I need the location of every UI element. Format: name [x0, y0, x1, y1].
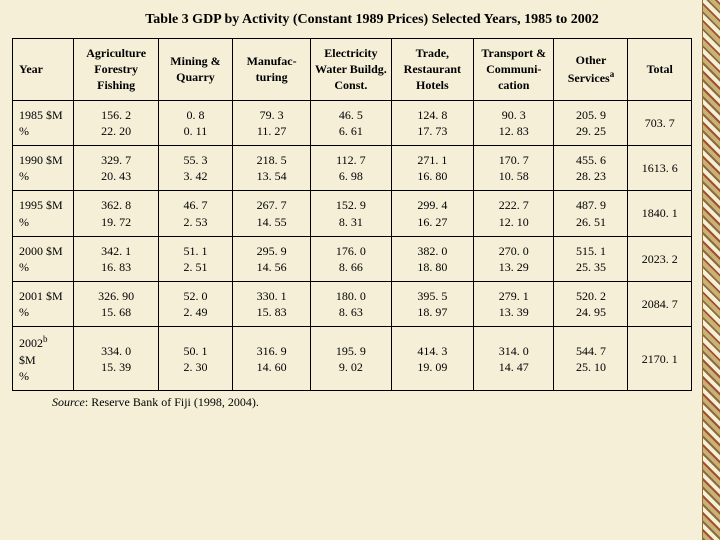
year-cell: 1995 $M% — [13, 191, 74, 236]
year-cell: 2000 $M% — [13, 236, 74, 281]
total-cell: 2084. 7 — [628, 282, 692, 327]
year-cell: 1990 $M% — [13, 145, 74, 190]
agriculture-cell: 334. 015. 39 — [74, 327, 159, 391]
transport-cell: 270. 013. 29 — [474, 236, 554, 281]
table-row: 1995 $M%362. 819. 7246. 72. 53267. 714. … — [13, 191, 692, 236]
table-title: Table 3 GDP by Activity (Constant 1989 P… — [12, 12, 692, 28]
trade-cell: 395. 518. 97 — [391, 282, 473, 327]
agriculture-cell: 326. 9015. 68 — [74, 282, 159, 327]
other-cell: 515. 125. 35 — [554, 236, 628, 281]
header-row: Year Agriculture Forestry Fishing Mining… — [13, 39, 692, 101]
table-row: 2000 $M%342. 116. 8351. 12. 51295. 914. … — [13, 236, 692, 281]
electricity-cell: 152. 98. 31 — [311, 191, 391, 236]
transport-cell: 314. 014. 47 — [474, 327, 554, 391]
manufacturing-cell: 330. 115. 83 — [232, 282, 310, 327]
total-cell: 2170. 1 — [628, 327, 692, 391]
manufacturing-cell: 218. 513. 54 — [232, 145, 310, 190]
col-year: Year — [13, 39, 74, 101]
year-cell: 2001 $M% — [13, 282, 74, 327]
transport-cell: 90. 312. 83 — [474, 100, 554, 145]
total-cell: 1840. 1 — [628, 191, 692, 236]
col-trade: Trade, Restaurant Hotels — [391, 39, 473, 101]
trade-cell: 382. 018. 80 — [391, 236, 473, 281]
other-cell: 487. 926. 51 — [554, 191, 628, 236]
electricity-cell: 195. 99. 02 — [311, 327, 391, 391]
table-source: Source: Reserve Bank of Fiji (1998, 2004… — [12, 395, 692, 410]
year-cell: 2002b$M% — [13, 327, 74, 391]
gdp-table: Year Agriculture Forestry Fishing Mining… — [12, 38, 692, 391]
agriculture-cell: 156. 222. 20 — [74, 100, 159, 145]
other-cell: 205. 929. 25 — [554, 100, 628, 145]
mining-cell: 46. 72. 53 — [158, 191, 232, 236]
col-total: Total — [628, 39, 692, 101]
agriculture-cell: 329. 720. 43 — [74, 145, 159, 190]
other-cell: 520. 224. 95 — [554, 282, 628, 327]
electricity-cell: 46. 56. 61 — [311, 100, 391, 145]
manufacturing-cell: 295. 914. 56 — [232, 236, 310, 281]
mining-cell: 0. 80. 11 — [158, 100, 232, 145]
mining-cell: 52. 02. 49 — [158, 282, 232, 327]
manufacturing-cell: 79. 311. 27 — [232, 100, 310, 145]
total-cell: 2023. 2 — [628, 236, 692, 281]
table-row: 2001 $M%326. 9015. 6852. 02. 49330. 115.… — [13, 282, 692, 327]
trade-cell: 124. 817. 73 — [391, 100, 473, 145]
table-row: 2002b$M%334. 015. 3950. 12. 30316. 914. … — [13, 327, 692, 391]
transport-cell: 222. 712. 10 — [474, 191, 554, 236]
other-cell: 544. 725. 10 — [554, 327, 628, 391]
table-row: 1985 $M%156. 222. 200. 80. 1179. 311. 27… — [13, 100, 692, 145]
electricity-cell: 180. 08. 63 — [311, 282, 391, 327]
agriculture-cell: 342. 116. 83 — [74, 236, 159, 281]
transport-cell: 279. 113. 39 — [474, 282, 554, 327]
agriculture-cell: 362. 819. 72 — [74, 191, 159, 236]
col-other: Other Servicesa — [554, 39, 628, 101]
transport-cell: 170. 710. 58 — [474, 145, 554, 190]
trade-cell: 271. 116. 80 — [391, 145, 473, 190]
col-mining: Mining & Quarry — [158, 39, 232, 101]
other-cell: 455. 628. 23 — [554, 145, 628, 190]
trade-cell: 299. 416. 27 — [391, 191, 473, 236]
table-row: 1990 $M%329. 720. 4355. 33. 42218. 513. … — [13, 145, 692, 190]
mining-cell: 50. 12. 30 — [158, 327, 232, 391]
electricity-cell: 112. 76. 98 — [311, 145, 391, 190]
trade-cell: 414. 319. 09 — [391, 327, 473, 391]
manufacturing-cell: 267. 714. 55 — [232, 191, 310, 236]
col-manufacturing: Manufac-turing — [232, 39, 310, 101]
electricity-cell: 176. 08. 66 — [311, 236, 391, 281]
col-transport: Transport & Communi-cation — [474, 39, 554, 101]
mining-cell: 51. 12. 51 — [158, 236, 232, 281]
decorative-border — [702, 0, 720, 540]
col-electricity: Electricity Water Buildg. Const. — [311, 39, 391, 101]
total-cell: 703. 7 — [628, 100, 692, 145]
mining-cell: 55. 33. 42 — [158, 145, 232, 190]
year-cell: 1985 $M% — [13, 100, 74, 145]
col-agriculture: Agriculture Forestry Fishing — [74, 39, 159, 101]
manufacturing-cell: 316. 914. 60 — [232, 327, 310, 391]
total-cell: 1613. 6 — [628, 145, 692, 190]
